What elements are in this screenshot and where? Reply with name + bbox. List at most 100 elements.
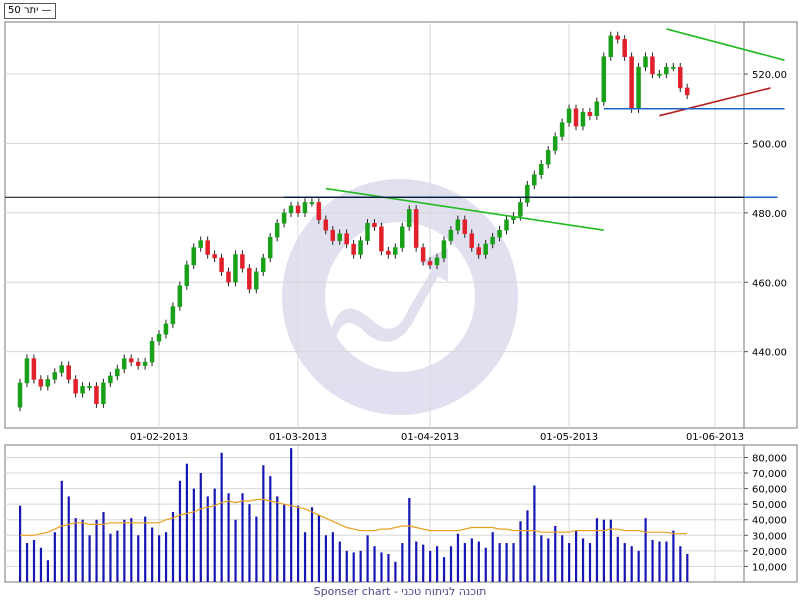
candle-down — [462, 219, 468, 234]
candle-up — [455, 219, 461, 231]
volume-bar — [672, 530, 675, 582]
candle-down — [219, 257, 224, 273]
volume-bar — [206, 496, 209, 582]
volume-bar — [401, 543, 404, 582]
volume-tick-label: 80,000 — [752, 453, 787, 464]
candle-up — [643, 56, 648, 68]
volume-bar — [185, 463, 188, 582]
candle-up — [518, 202, 523, 217]
volume-bar — [171, 511, 175, 582]
volume-tick-label: 30,000 — [752, 531, 787, 542]
legend-box: יתר 50 — — [4, 3, 56, 19]
volume-bar — [581, 538, 585, 582]
candle-up — [17, 382, 23, 408]
volume-bar — [470, 538, 473, 582]
candle-down — [240, 254, 245, 269]
candle-down — [615, 35, 620, 40]
price-panel: 440.00 460.00 480.00 500.00 520.00 01-02-2013… — [4, 21, 798, 443]
candle-up — [309, 202, 315, 205]
volume-bar — [255, 516, 258, 582]
candle-down — [330, 229, 335, 241]
volume-tick-label: 70,000 — [752, 469, 787, 480]
volume-bar — [651, 539, 654, 582]
candle-down — [212, 254, 217, 259]
candle-up — [59, 365, 64, 373]
candle-down — [73, 379, 78, 394]
volume-bar — [317, 515, 321, 582]
volume-tick-label: 40,000 — [752, 516, 787, 527]
candle-up — [365, 223, 370, 241]
candle-down — [295, 205, 301, 214]
volume-bar — [137, 535, 140, 582]
candle-up — [288, 205, 294, 214]
volume-bar — [164, 532, 168, 582]
candle-up — [448, 229, 454, 241]
volume-bar — [19, 505, 22, 582]
candle-down — [678, 66, 683, 89]
volume-bar — [526, 510, 529, 582]
candle-up — [434, 257, 440, 266]
volume-bar — [262, 465, 265, 582]
trendline — [659, 87, 771, 117]
candle-up — [108, 375, 113, 384]
volume-bar — [540, 535, 543, 582]
candle-up — [163, 323, 169, 335]
volume-bar — [331, 532, 334, 582]
volume-bar — [575, 530, 578, 582]
volume-tick-label: 60,000 — [752, 485, 787, 496]
candle-up — [80, 386, 85, 394]
volume-bar — [484, 547, 487, 582]
candle-up — [191, 247, 196, 266]
volume-bar — [449, 546, 453, 582]
candle-down — [420, 247, 426, 262]
volume-bar — [630, 546, 633, 582]
volume-bar — [547, 538, 550, 582]
volume-bar — [644, 518, 647, 582]
volume-bar — [345, 550, 348, 582]
candle-up — [580, 111, 586, 127]
price-tick-label: 520.00 — [752, 70, 787, 81]
volume-bar — [512, 543, 515, 582]
candle-up — [483, 243, 488, 255]
candle-up — [566, 108, 572, 123]
candle-up — [254, 271, 259, 290]
candle-down — [316, 202, 322, 221]
candle-up — [393, 247, 398, 255]
candle-down — [323, 219, 329, 231]
volume-bar — [366, 535, 369, 582]
candle-up — [504, 219, 509, 231]
candle-down — [94, 386, 99, 404]
volume-moving-average — [20, 498, 688, 536]
trendline — [325, 187, 604, 231]
volume-bar — [227, 493, 230, 582]
candle-up — [608, 35, 613, 57]
price-tick-label: 440.00 — [752, 348, 787, 359]
candle-down — [372, 223, 377, 227]
volume-bar — [623, 543, 626, 582]
candle-up — [177, 285, 183, 307]
volume-bar — [67, 496, 70, 582]
candle-up — [601, 56, 607, 103]
candle-up — [406, 209, 412, 227]
candle-up — [122, 358, 127, 370]
candle-up — [274, 223, 280, 238]
candle-up — [657, 73, 662, 76]
volume-bar — [283, 504, 286, 582]
volume-bar — [665, 541, 668, 582]
date-tick-label: 01-02-2013 — [130, 432, 188, 443]
price-tick-label: 500.00 — [752, 139, 787, 150]
candle-down — [386, 250, 391, 255]
volume-tick-label: 10,000 — [752, 562, 787, 573]
volume-bar — [32, 539, 36, 582]
legend-label: יתר 50 — — [8, 5, 52, 16]
candle-up — [101, 382, 106, 404]
candle-down — [247, 268, 252, 290]
volume-bar — [415, 541, 418, 582]
volume-bar — [491, 532, 494, 582]
volume-bar — [429, 550, 432, 582]
candle-up — [233, 254, 238, 283]
candle-up — [267, 236, 273, 259]
volume-bar — [436, 546, 439, 582]
candle-down — [650, 56, 655, 75]
